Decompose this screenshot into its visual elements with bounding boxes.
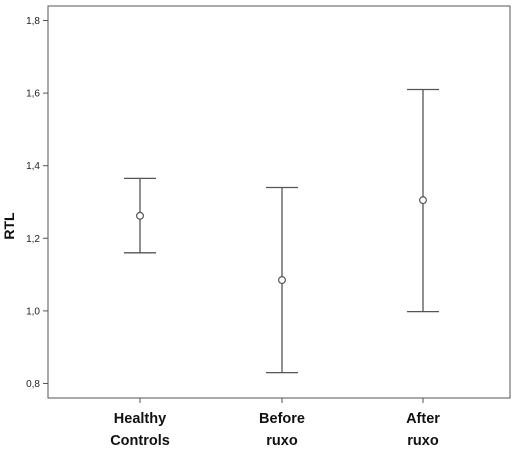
x-axis: Healthy Controls Before ruxo After ruxo: [110, 398, 440, 449]
x-category-label: After: [406, 411, 440, 427]
x-category-label: Before: [259, 411, 305, 427]
y-tick-label: 1,6: [26, 89, 40, 100]
y-axis-title: RTL: [1, 212, 17, 240]
y-tick-label: 1,0: [26, 306, 40, 317]
mean-point: [419, 196, 428, 205]
x-category-label: ruxo: [407, 433, 439, 449]
y-tick-label: 0,8: [26, 379, 40, 390]
y-tick-label: 1,2: [26, 234, 40, 245]
plot-frame: [47, 5, 511, 399]
x-category-label: Controls: [110, 433, 170, 449]
y-axis: 0,8 1,0 1,2 1,4 1,6 1,8: [26, 16, 48, 390]
mean-point: [278, 276, 287, 285]
x-category-label: ruxo: [266, 433, 298, 449]
y-tick-label: 1,8: [26, 16, 40, 27]
mean-point: [136, 211, 145, 220]
error-bars: [124, 88, 439, 374]
y-tick-label: 1,4: [26, 161, 40, 172]
x-category-label: Healthy: [114, 411, 166, 427]
